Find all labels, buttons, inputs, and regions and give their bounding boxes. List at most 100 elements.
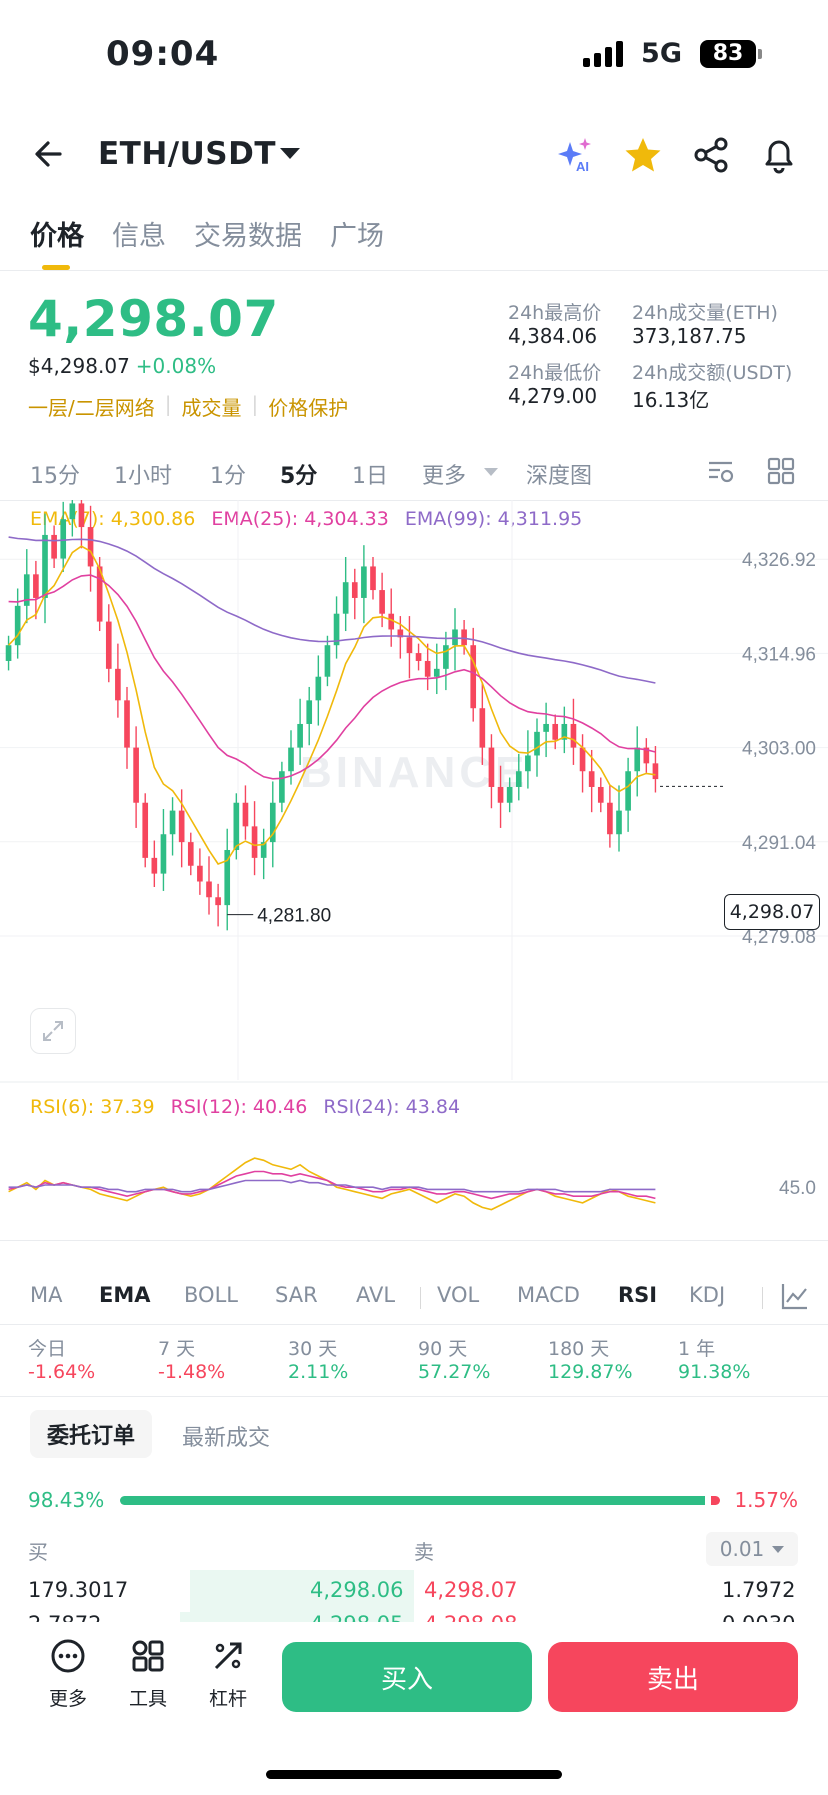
indicator-ema[interactable]: EMA <box>99 1283 151 1307</box>
tab-square[interactable]: 广场 <box>330 221 384 252</box>
candle-body <box>552 723 559 740</box>
rsi6-line <box>8 1157 656 1211</box>
price-usd-row: $4,298.07 +0.08% <box>28 354 216 378</box>
candle-body <box>515 771 522 787</box>
more-button[interactable]: 更多 <box>38 1638 98 1711</box>
indicator-separator <box>762 1287 763 1309</box>
tag-layer-network[interactable]: 一层/二层网络 <box>28 396 155 420</box>
candle-body <box>151 857 158 874</box>
candle-body <box>525 755 531 772</box>
last-price-tag: 4,298.07 <box>724 894 820 930</box>
precision-value: 0.01 <box>719 1537 765 1561</box>
tabs-divider <box>0 270 828 271</box>
price-change: +0.08% <box>135 354 217 378</box>
precision-select[interactable]: 0.01 <box>706 1532 798 1566</box>
ask-quantity: 1.7972 <box>722 1578 796 1602</box>
notification-bell-icon[interactable] <box>756 132 802 178</box>
tab-recent-trades[interactable]: 最新成交 <box>182 1426 271 1451</box>
tab-price[interactable]: 价格 <box>30 221 84 252</box>
candle-body <box>87 527 94 567</box>
candle-body <box>342 582 349 614</box>
ema7-line <box>8 545 656 865</box>
tag-price-protection[interactable]: 价格保护 <box>268 396 349 420</box>
perf-1y: 1 年 91.38% <box>678 1334 750 1383</box>
ask-price[interactable]: 4,298.07 <box>424 1578 518 1602</box>
leverage-button[interactable]: 杠杆 <box>198 1638 258 1711</box>
price-usd: $4,298.07 <box>28 354 130 378</box>
candle-body <box>443 645 449 669</box>
candle-body <box>197 865 203 882</box>
tab-info[interactable]: 信息 <box>112 221 166 252</box>
indicator-kdj[interactable]: KDJ <box>689 1283 726 1307</box>
indicator-boll[interactable]: BOLL <box>184 1283 238 1307</box>
timeframe-1h[interactable]: 1小时 <box>114 464 172 489</box>
indicator-vol[interactable]: VOL <box>437 1283 480 1307</box>
candle-body <box>479 708 486 748</box>
indicator-divider <box>0 1324 828 1325</box>
candle-body <box>388 613 395 630</box>
indicator-sar[interactable]: SAR <box>275 1283 318 1307</box>
sell-button[interactable]: 卖出 <box>548 1642 798 1712</box>
stat-high-value: 4,384.06 <box>508 324 598 348</box>
pair-dropdown-icon[interactable] <box>280 148 300 159</box>
fullscreen-expand-button[interactable] <box>30 1008 76 1054</box>
chart-settings-icon[interactable] <box>706 456 736 486</box>
indicator-rsi[interactable]: RSI <box>618 1283 658 1307</box>
candle-body <box>470 645 477 709</box>
candle-body <box>433 668 440 677</box>
perf-90d: 90 天 57.27% <box>418 1334 490 1383</box>
candle-body <box>60 519 67 559</box>
indicator-settings-icon[interactable] <box>780 1281 810 1311</box>
perf-30d: 30 天 2.11% <box>288 1334 348 1383</box>
bid-depth-bar <box>190 1570 414 1618</box>
perf-label: 90 天 <box>418 1338 468 1360</box>
perf-180d: 180 天 129.87% <box>548 1334 633 1383</box>
ai-sparkle-icon[interactable]: AI <box>552 132 598 178</box>
perf-value: 2.11% <box>288 1361 349 1383</box>
chart-bottom-divider <box>0 1240 828 1241</box>
candle-body <box>579 747 586 772</box>
indicator-ma[interactable]: MA <box>30 1283 63 1307</box>
perf-value: 57.27% <box>418 1361 491 1383</box>
candlestick-chart[interactable]: BINANCE 4,338.884,326.924,314.964,303.00… <box>0 500 828 1240</box>
layout-grid-icon[interactable] <box>766 456 796 486</box>
trading-pair-title[interactable]: ETH/USDT <box>98 136 276 172</box>
tag-links: 一层/二层网络 | 成交量 | 价格保护 <box>28 392 349 420</box>
perf-value: 91.38% <box>678 1361 751 1383</box>
bid-price[interactable]: 4,298.06 <box>310 1578 404 1602</box>
tools-button[interactable]: 工具 <box>118 1638 178 1711</box>
timeframe-more[interactable]: 更多 <box>422 464 467 489</box>
tab-order-book[interactable]: 委托订单 <box>30 1410 152 1458</box>
perf-7d: 7 天 -1.48% <box>158 1334 225 1383</box>
tag-volume[interactable]: 成交量 <box>181 396 242 420</box>
indicator-avl[interactable]: AVL <box>356 1283 396 1307</box>
candle-body <box>561 723 568 740</box>
candle-body <box>361 566 367 598</box>
timeframe-15m[interactable]: 15分 <box>30 464 80 489</box>
chart-watermark: BINANCE <box>300 748 528 797</box>
candle-body <box>142 802 149 858</box>
depth-chart-tab[interactable]: 深度图 <box>526 464 593 489</box>
timeframe-1d[interactable]: 1日 <box>352 464 388 489</box>
back-arrow-icon[interactable] <box>30 134 70 174</box>
indicator-macd[interactable]: MACD <box>517 1283 580 1307</box>
candle-body <box>96 566 103 622</box>
timeframe-1m[interactable]: 1分 <box>210 464 246 489</box>
perf-label: 今日 <box>28 1338 67 1360</box>
y-axis-tick-label: 4,303.00 <box>742 739 816 760</box>
candle-body <box>115 668 121 701</box>
home-indicator <box>266 1770 562 1779</box>
rsi6-legend: RSI(6): 37.39 <box>30 1096 155 1118</box>
buy-ratio: 98.43% <box>28 1488 105 1512</box>
orderbook-buy-header: 买 <box>28 1540 48 1564</box>
more-caret-icon[interactable] <box>484 468 498 476</box>
indicator-separator <box>420 1287 421 1309</box>
share-icon[interactable] <box>688 132 734 178</box>
buy-button[interactable]: 买入 <box>282 1642 532 1712</box>
perf-label: 7 天 <box>158 1338 196 1360</box>
rsi-axis-label: 45.0 <box>779 1178 816 1199</box>
tab-trading-data[interactable]: 交易数据 <box>194 221 302 252</box>
favorite-star-icon[interactable] <box>620 132 666 178</box>
ema99-line <box>8 536 656 684</box>
timeframe-5m[interactable]: 5分 <box>280 464 318 489</box>
